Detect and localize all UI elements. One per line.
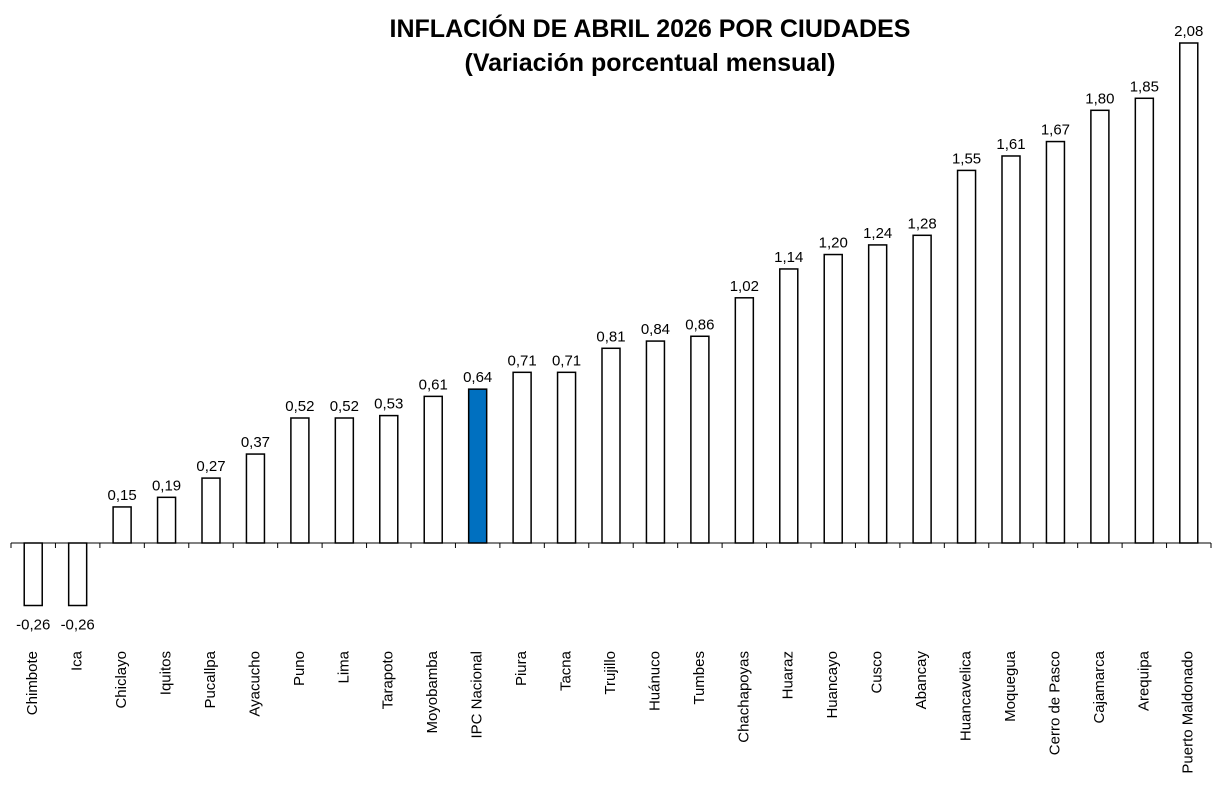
value-label: 1,24: [863, 225, 892, 242]
bar: [23, 542, 43, 607]
value-label: 0,64: [463, 369, 492, 386]
x-tick-label: Trujillo: [602, 651, 619, 695]
x-tick-label: Tumbes: [691, 651, 708, 705]
value-label: 0,84: [641, 321, 670, 338]
value-label: 0,61: [419, 376, 448, 393]
bar: [690, 335, 710, 544]
x-tick-label: Puno: [291, 651, 308, 686]
value-label: 1,02: [730, 278, 759, 295]
chart-title: INFLACIÓN DE ABRIL 2026 POR CIUDADES: [390, 13, 911, 43]
x-tick-label: Ica: [69, 650, 86, 671]
x-tick-label: Lima: [335, 650, 352, 683]
x-tick-label: Pucallpa: [202, 650, 219, 708]
bar: [1179, 42, 1199, 544]
bar: [779, 268, 799, 544]
x-tick-label: Chachapoyas: [735, 651, 752, 743]
x-tick-label: Tarapoto: [380, 651, 397, 709]
value-label: 1,67: [1041, 122, 1070, 139]
x-tick-label: Iquitos: [158, 651, 175, 695]
x-tick-label: Moquegua: [1002, 650, 1019, 722]
bar: [867, 244, 888, 544]
bar: [334, 417, 355, 544]
value-label: -0,26: [61, 617, 95, 634]
value-label: 0,71: [508, 352, 537, 369]
x-tick-label: Chimbote: [24, 651, 41, 715]
value-label: 0,19: [152, 477, 181, 494]
value-label: 0,52: [330, 398, 359, 415]
x-tick-label: Chiclayo: [113, 651, 130, 709]
value-label: 0,71: [552, 352, 581, 369]
value-label: 1,28: [908, 215, 937, 232]
value-label: 0,81: [596, 328, 625, 345]
x-tick-label: Huaraz: [780, 651, 797, 699]
value-label: 1,20: [819, 235, 848, 252]
chart-subtitle: (Variación porcentual mensual): [465, 49, 836, 77]
value-label: -0,26: [16, 617, 50, 634]
bar: [823, 253, 843, 544]
bar: [1090, 109, 1110, 544]
bar: [245, 453, 266, 544]
value-label: 0,37: [241, 434, 270, 451]
bar: [1001, 155, 1021, 544]
bar: [512, 371, 532, 544]
bar: [645, 340, 666, 544]
value-label: 0,53: [374, 396, 403, 413]
bar: [601, 347, 621, 544]
value-label: 1,14: [774, 249, 803, 266]
value-label: 0,15: [108, 487, 137, 504]
value-label: 1,61: [996, 136, 1025, 153]
x-tick-label: Huancayo: [824, 651, 841, 719]
x-tick-label: Cusco: [869, 651, 886, 694]
bar: [67, 542, 88, 607]
value-label: 0,86: [685, 316, 714, 333]
x-tick-label: IPC Nacional: [469, 651, 486, 739]
bar: [1134, 97, 1155, 544]
x-tick-label: Cerro de Pasco: [1046, 651, 1063, 755]
x-tick-label: Puerto Maldonado: [1180, 651, 1197, 774]
x-tick-label: Piura: [513, 650, 530, 686]
x-tick-label: Ayacucho: [246, 651, 263, 717]
bar: [734, 297, 755, 544]
bar: [379, 414, 399, 544]
bar: [112, 506, 132, 544]
bar: [956, 169, 977, 544]
value-label: 0,52: [285, 398, 314, 415]
value-label: 0,27: [196, 458, 225, 475]
x-tick-label: Cajamarca: [1091, 650, 1108, 723]
bar: [556, 371, 577, 544]
x-tick-label: Tacna: [558, 650, 575, 691]
bar: [423, 395, 443, 544]
value-label: 1,80: [1085, 90, 1114, 107]
bar: [290, 417, 310, 544]
x-tick-label: Moyobamba: [424, 650, 441, 733]
bar: [1045, 140, 1066, 544]
x-tick-label: Arequipa: [1135, 650, 1152, 711]
value-label: 1,85: [1130, 78, 1159, 95]
bar: [467, 388, 488, 544]
bar: [156, 496, 177, 544]
value-label: 2,08: [1174, 23, 1203, 40]
x-tick-label: Huancavelica: [958, 650, 975, 741]
value-label: 1,55: [952, 150, 981, 167]
bar: [201, 477, 221, 544]
x-tick-label: Abancay: [913, 651, 930, 710]
bar: [912, 234, 932, 544]
x-tick-label: Huánuco: [646, 651, 663, 711]
